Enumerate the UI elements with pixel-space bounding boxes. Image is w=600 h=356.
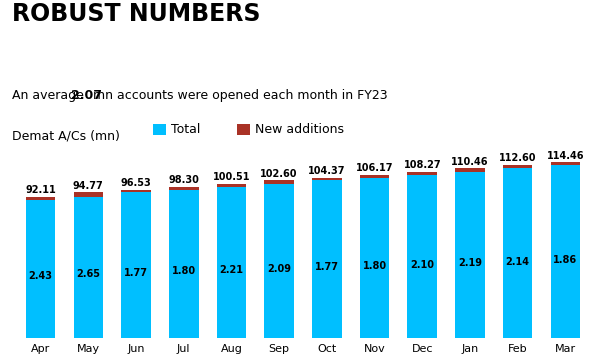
Bar — [217, 187, 246, 338]
Bar — [312, 180, 341, 338]
Bar — [503, 168, 532, 338]
Text: 2.10: 2.10 — [410, 260, 434, 270]
Bar — [551, 165, 580, 338]
Bar — [265, 184, 294, 338]
Bar — [455, 172, 485, 338]
Text: 106.17: 106.17 — [356, 163, 394, 173]
Bar — [169, 187, 199, 190]
Text: 1.86: 1.86 — [553, 255, 577, 265]
Bar — [265, 180, 294, 184]
Bar — [551, 162, 580, 165]
Text: 112.60: 112.60 — [499, 153, 536, 163]
Text: 1.77: 1.77 — [315, 262, 339, 272]
Text: 96.53: 96.53 — [121, 178, 151, 188]
Text: 98.30: 98.30 — [169, 176, 199, 185]
Bar — [74, 193, 103, 197]
Bar — [237, 124, 250, 135]
Text: 92.11: 92.11 — [25, 185, 56, 195]
Text: 108.27: 108.27 — [403, 160, 441, 170]
Text: 100.51: 100.51 — [212, 172, 250, 182]
Bar — [503, 165, 532, 168]
Bar — [26, 200, 55, 338]
Text: 2.43: 2.43 — [29, 271, 53, 281]
Text: 2.21: 2.21 — [220, 265, 244, 275]
Bar — [121, 193, 151, 338]
Text: 104.37: 104.37 — [308, 166, 346, 176]
Text: mn accounts were opened each month in FY23: mn accounts were opened each month in FY… — [89, 89, 388, 102]
Text: 114.46: 114.46 — [547, 151, 584, 161]
Bar — [153, 124, 166, 135]
Text: ROBUST NUMBERS: ROBUST NUMBERS — [12, 2, 260, 26]
Bar — [407, 172, 437, 175]
Bar — [121, 190, 151, 193]
Text: 2.09: 2.09 — [267, 264, 291, 274]
Text: 110.46: 110.46 — [451, 157, 489, 167]
Bar — [217, 184, 246, 187]
Bar — [407, 175, 437, 338]
Text: New additions: New additions — [255, 123, 344, 136]
Text: 2.14: 2.14 — [506, 257, 530, 267]
Text: Demat A/Cs (mn): Demat A/Cs (mn) — [12, 130, 128, 143]
Bar — [455, 168, 485, 172]
Text: 94.77: 94.77 — [73, 181, 104, 191]
Text: 1.80: 1.80 — [172, 266, 196, 276]
Text: An average: An average — [12, 89, 88, 102]
Text: 2.65: 2.65 — [76, 269, 100, 279]
Bar — [360, 175, 389, 178]
Text: 1.80: 1.80 — [362, 261, 386, 271]
Bar — [26, 197, 55, 200]
Bar — [360, 178, 389, 338]
Text: 102.60: 102.60 — [260, 169, 298, 179]
Text: 2.07: 2.07 — [71, 89, 102, 102]
Bar — [74, 197, 103, 338]
Bar — [169, 190, 199, 338]
Text: 1.77: 1.77 — [124, 268, 148, 278]
Text: 2.19: 2.19 — [458, 258, 482, 268]
Bar — [312, 178, 341, 180]
Text: Total: Total — [171, 123, 200, 136]
